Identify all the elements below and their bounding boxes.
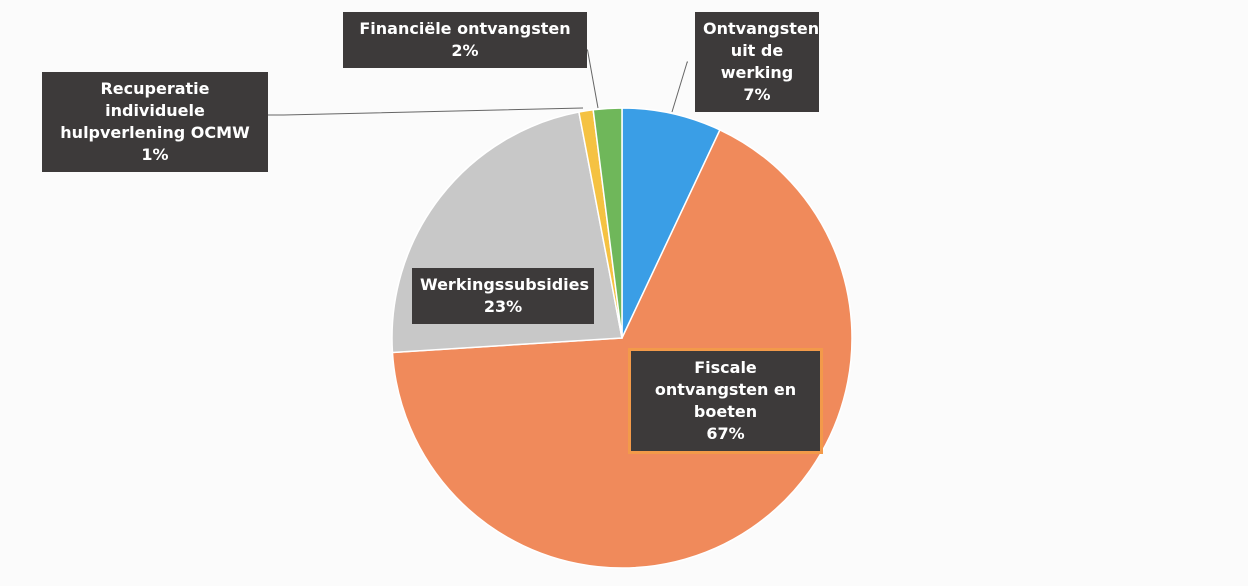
leader-line xyxy=(587,49,599,109)
value-label: 67% xyxy=(706,424,745,443)
value-label: 2% xyxy=(451,41,479,60)
data-label: Ontvangsten uit de werking 7% xyxy=(695,12,819,112)
data-label: Werkingssubsidies 23% xyxy=(412,268,594,324)
category-label: Werkingssubsidies xyxy=(420,275,589,294)
data-label: Financiële ontvangsten 2% xyxy=(343,12,587,68)
category-label: Ontvangsten uit de werking xyxy=(703,19,820,82)
value-label: 1% xyxy=(141,145,169,164)
leader-line xyxy=(671,61,688,113)
pie-slice xyxy=(391,128,853,569)
value-label: 7% xyxy=(743,85,771,104)
category-label: Financiële ontvangsten xyxy=(359,19,571,38)
leader-line xyxy=(268,107,584,116)
data-label: Recuperatie individuele hulpverlening OC… xyxy=(42,72,268,172)
pie-slice xyxy=(621,107,721,339)
category-label: Fiscale ontvangsten en boeten xyxy=(654,358,797,421)
data-label: Fiscale ontvangsten en boeten 67% xyxy=(628,348,823,454)
pie-slice xyxy=(592,107,623,339)
value-label: 23% xyxy=(483,297,523,316)
category-label: Recuperatie individuele hulpverlening OC… xyxy=(60,79,250,142)
